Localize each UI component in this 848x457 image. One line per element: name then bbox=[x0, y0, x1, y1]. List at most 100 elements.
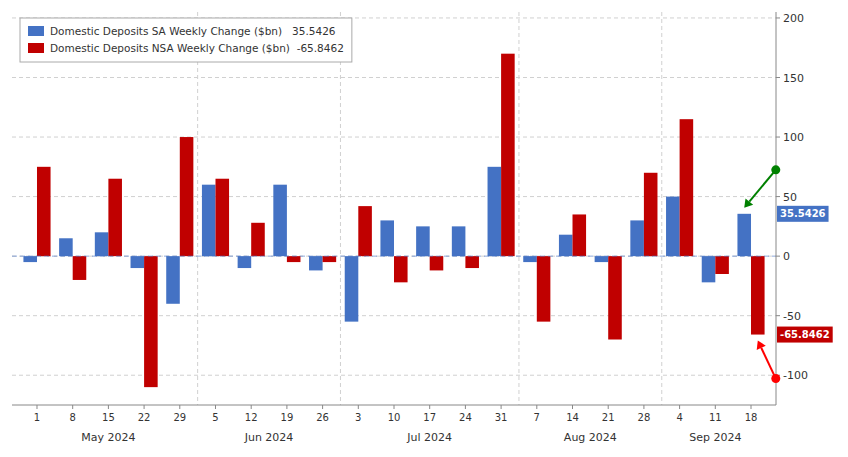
x-tick-label: 7 bbox=[534, 412, 540, 423]
value-box: 35.5426 bbox=[777, 206, 829, 222]
y-tick-label: 100 bbox=[783, 131, 804, 144]
bar bbox=[380, 220, 394, 256]
bar bbox=[680, 119, 694, 256]
chart: May 2024Jun 2024Jul 2024Aug 2024Sep 2024… bbox=[0, 0, 848, 457]
bar bbox=[666, 197, 680, 257]
group-label: May 2024 bbox=[81, 431, 135, 444]
x-tick-label: 19 bbox=[281, 412, 294, 423]
annotation-arrow bbox=[749, 170, 775, 202]
bar bbox=[523, 256, 537, 262]
bar bbox=[59, 238, 73, 256]
x-tick-label: 22 bbox=[138, 412, 151, 423]
x-tick bbox=[251, 405, 252, 409]
y-tick bbox=[776, 77, 780, 78]
x-tick bbox=[751, 405, 752, 409]
grid-line bbox=[12, 375, 776, 376]
annotation-arrow bbox=[761, 348, 776, 379]
x-tick bbox=[536, 405, 537, 409]
x-tick bbox=[643, 405, 644, 409]
legend-swatch bbox=[28, 26, 44, 36]
x-tick-label: 28 bbox=[638, 412, 651, 423]
bar bbox=[416, 226, 430, 256]
bar bbox=[287, 256, 301, 262]
x-tick-label: 31 bbox=[495, 412, 508, 423]
group-label: Sep 2024 bbox=[689, 431, 741, 444]
y-tick-label: -50 bbox=[783, 310, 801, 323]
x-tick-label: 4 bbox=[676, 412, 682, 423]
bar bbox=[95, 232, 109, 256]
x-tick-label: 21 bbox=[602, 412, 615, 423]
x-tick-label: 15 bbox=[102, 412, 115, 423]
bar bbox=[309, 256, 323, 270]
bars bbox=[23, 54, 764, 387]
y-tick-label: 50 bbox=[783, 191, 797, 204]
y-tick bbox=[776, 256, 780, 257]
bar bbox=[573, 214, 587, 256]
x-tick bbox=[679, 405, 680, 409]
legend-label: Domestic Deposits NSA Weekly Change ($bn… bbox=[50, 42, 344, 54]
group-label: Aug 2024 bbox=[564, 431, 617, 444]
x-tick bbox=[72, 405, 73, 409]
x-tick bbox=[608, 405, 609, 409]
y-tick-label: 200 bbox=[783, 12, 804, 25]
x-tick-label: 14 bbox=[566, 412, 579, 423]
group-label: Jul 2024 bbox=[406, 431, 452, 444]
bar bbox=[37, 167, 51, 256]
y-tick bbox=[776, 315, 780, 316]
x-tick-label: 29 bbox=[173, 412, 186, 423]
x-tick-label: 8 bbox=[70, 412, 76, 423]
x-tick-label: 10 bbox=[388, 412, 401, 423]
x-tick-label: 18 bbox=[745, 412, 758, 423]
bar bbox=[430, 256, 444, 270]
x-tick-label: 1 bbox=[34, 412, 40, 423]
bar bbox=[251, 223, 265, 256]
bar bbox=[215, 179, 229, 256]
y-tick bbox=[776, 137, 780, 138]
bar bbox=[465, 256, 479, 268]
annotation-arrow-head bbox=[744, 198, 753, 207]
bar bbox=[737, 214, 751, 256]
y-tick bbox=[776, 196, 780, 197]
y-tick-label: 0 bbox=[783, 250, 790, 263]
bar bbox=[608, 256, 622, 339]
bar bbox=[23, 256, 37, 262]
y-axis-line bbox=[776, 12, 777, 405]
bar bbox=[452, 226, 466, 256]
bar bbox=[180, 137, 194, 256]
x-tick bbox=[358, 405, 359, 409]
annotation-arrow-head bbox=[757, 341, 766, 350]
bar bbox=[559, 235, 573, 256]
bar bbox=[751, 256, 765, 334]
bar bbox=[702, 256, 716, 282]
x-tick bbox=[144, 405, 145, 409]
x-tick-label: 5 bbox=[212, 412, 218, 423]
bar bbox=[131, 256, 145, 268]
x-tick bbox=[322, 405, 323, 409]
group-separator bbox=[340, 12, 341, 405]
legend-label: Domestic Deposits SA Weekly Change ($bn)… bbox=[50, 25, 336, 37]
bar bbox=[73, 256, 87, 280]
x-tick-label: 26 bbox=[316, 412, 329, 423]
x-tick-label: 17 bbox=[423, 412, 436, 423]
legend-frame bbox=[20, 18, 352, 62]
x-tick bbox=[715, 405, 716, 409]
bar bbox=[144, 256, 158, 387]
group-separator bbox=[518, 12, 519, 405]
y-tick-label: -100 bbox=[783, 369, 808, 382]
bar bbox=[715, 256, 729, 274]
value-box-bg bbox=[777, 206, 829, 222]
legend-swatch bbox=[28, 43, 44, 53]
bar bbox=[166, 256, 180, 304]
bar bbox=[501, 54, 515, 256]
x-tick bbox=[429, 405, 430, 409]
x-tick bbox=[501, 405, 502, 409]
group-separator bbox=[197, 12, 198, 405]
zero-line bbox=[12, 256, 776, 257]
annotation-dot bbox=[771, 374, 780, 383]
x-tick bbox=[465, 405, 466, 409]
bar bbox=[488, 167, 502, 256]
x-tick bbox=[215, 405, 216, 409]
x-tick-label: 24 bbox=[459, 412, 472, 423]
annotation-dot bbox=[771, 165, 780, 174]
value-box-bg bbox=[777, 327, 833, 343]
